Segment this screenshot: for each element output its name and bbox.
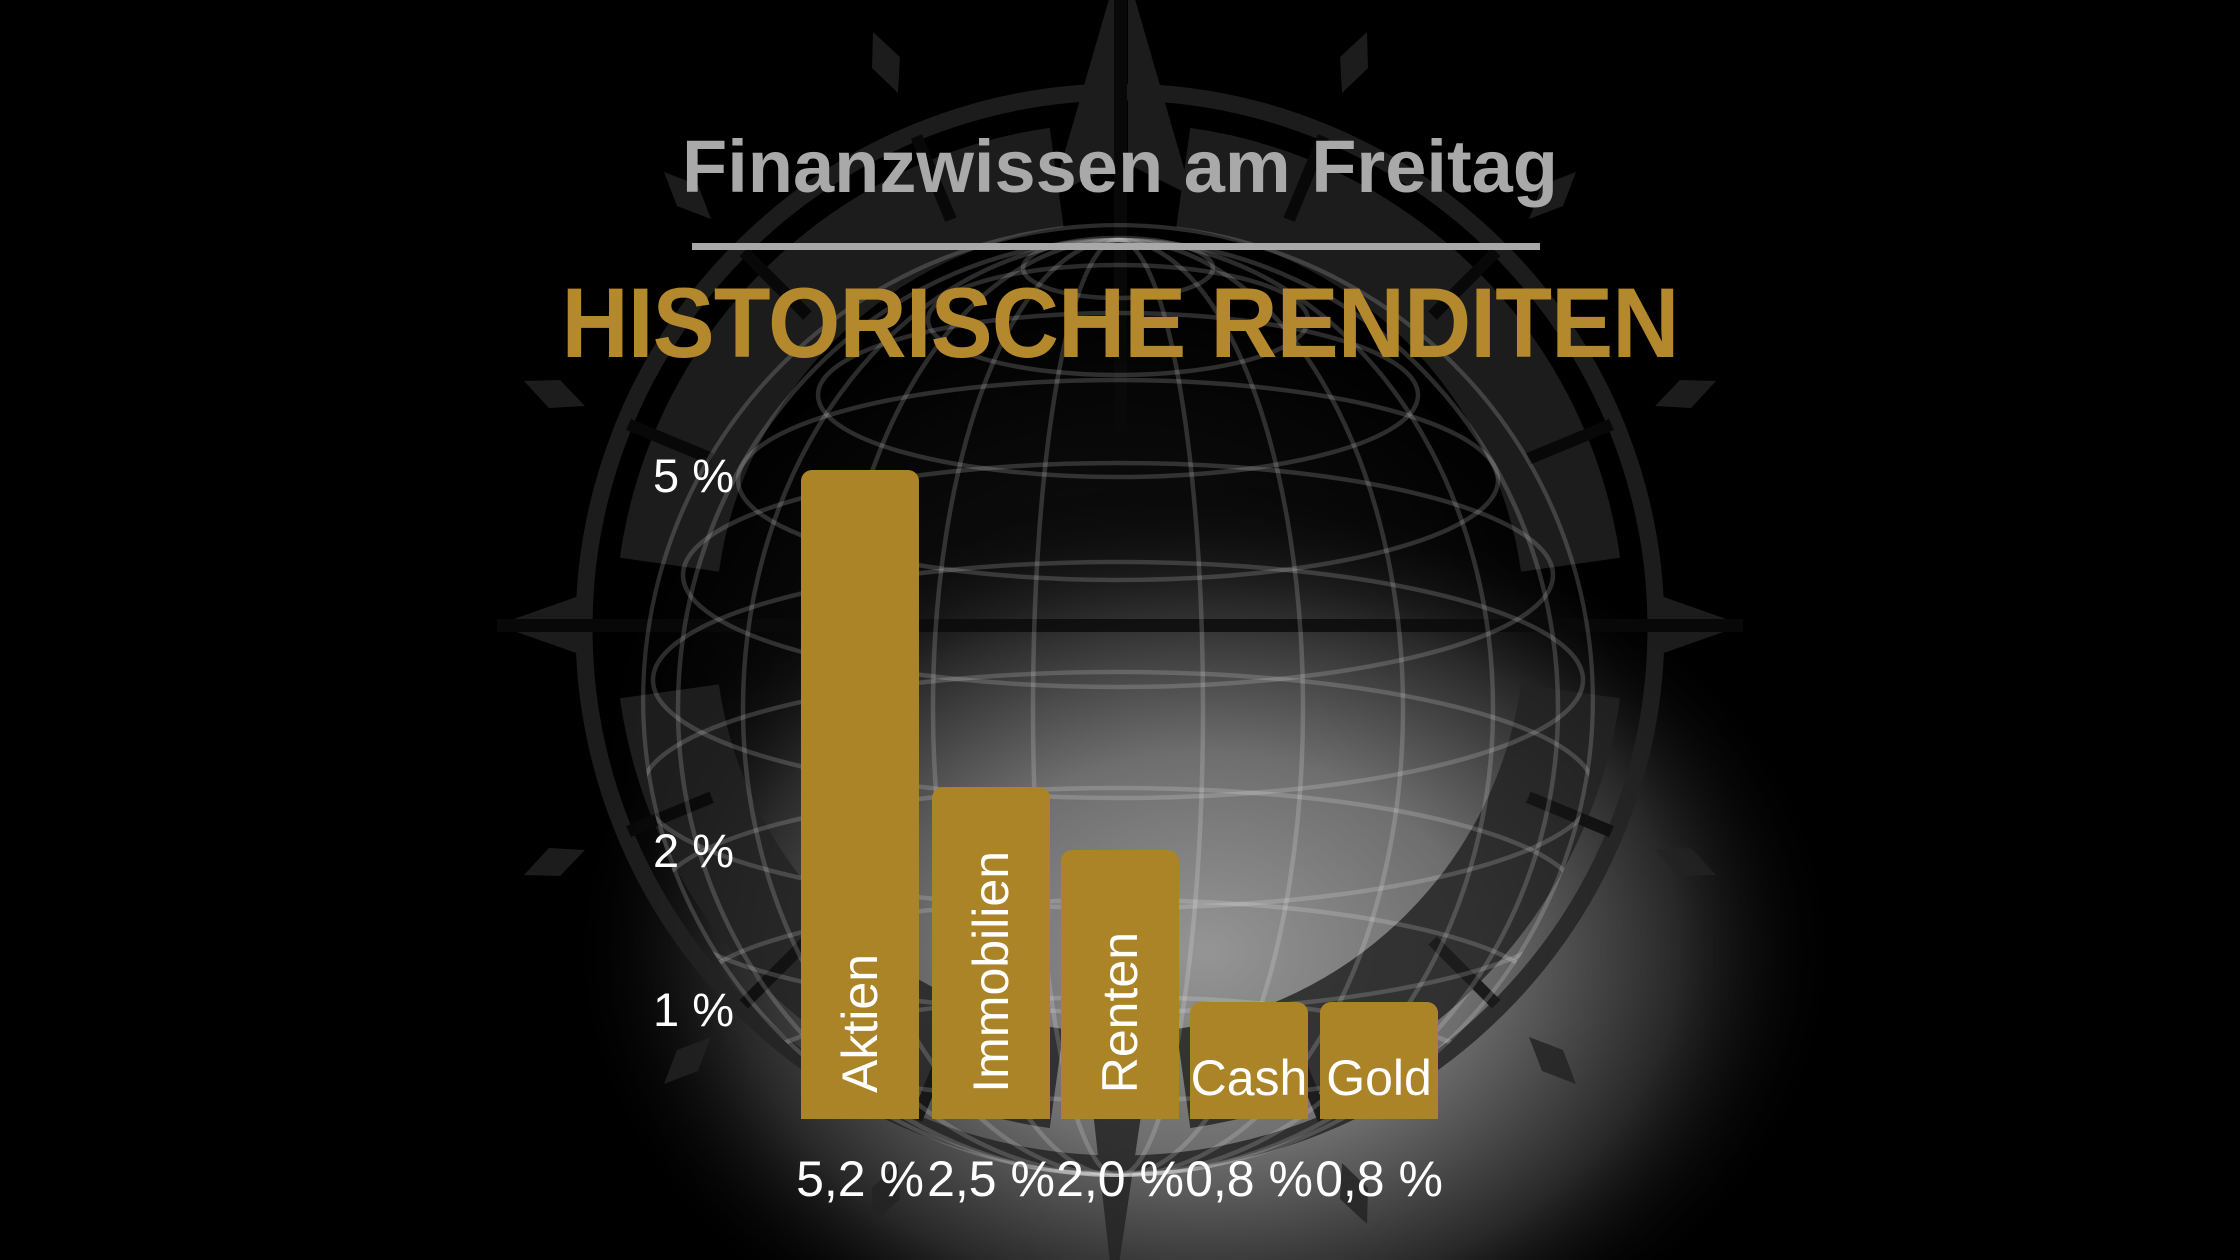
bar-immobilien: Immobilien <box>932 787 1050 1119</box>
bar-gold: Gold <box>1320 1002 1438 1119</box>
bar-category-label: Aktien <box>832 954 888 1093</box>
title-divider <box>692 243 1540 250</box>
bar-value-label: 2,0 % <box>1056 1151 1184 1207</box>
bar-category-label: Cash <box>1190 1050 1308 1106</box>
bar-aktien: Aktien <box>801 470 919 1119</box>
series-title: Finanzwissen am Freitag <box>682 125 1558 208</box>
bar-value-label: 0,8 % <box>1315 1151 1443 1207</box>
bar-category-label: Immobilien <box>963 851 1019 1093</box>
bar-cash: Cash <box>1190 1002 1308 1119</box>
y-axis-tick-label: 2 % <box>653 824 734 877</box>
bar-value-label: 2,5 % <box>927 1151 1055 1207</box>
y-axis-tick-label: 1 % <box>653 983 734 1036</box>
bar-category-label: Renten <box>1092 931 1148 1093</box>
bar-value-label: 0,8 % <box>1185 1151 1313 1207</box>
y-axis-tick-label: 5 % <box>653 449 734 502</box>
bar-renten: Renten <box>1061 850 1179 1119</box>
page-title: HISTORISCHE RENDITEN <box>561 267 1679 378</box>
bar-category-label: Gold <box>1326 1050 1432 1106</box>
bar-value-label: 5,2 % <box>796 1151 924 1207</box>
